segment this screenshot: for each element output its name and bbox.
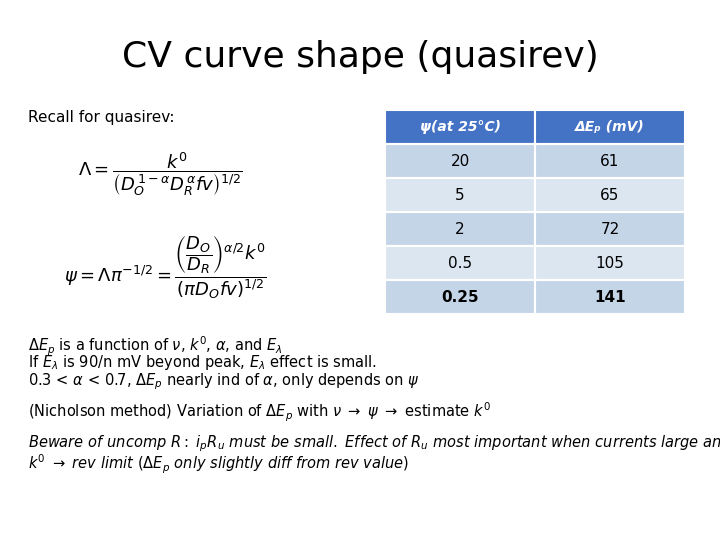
Polygon shape — [385, 280, 535, 314]
Polygon shape — [535, 178, 685, 212]
Text: $\it{Beware\ of\ uncomp\ R:\ i_p R_u\ must\ be\ small.\ Effect\ of\ R_u\ most\ i: $\it{Beware\ of\ uncomp\ R:\ i_p R_u\ mu… — [28, 433, 720, 454]
Text: 105: 105 — [595, 255, 624, 271]
Polygon shape — [385, 110, 535, 144]
Polygon shape — [535, 144, 685, 178]
Text: 20: 20 — [451, 153, 469, 168]
Text: (Nicholson method) Variation of $\Delta E_p$ with $\nu$ $\rightarrow$ $\psi$ $\r: (Nicholson method) Variation of $\Delta … — [28, 401, 491, 424]
Polygon shape — [385, 246, 535, 280]
Text: $\Delta E_p$ is a function of $\nu$, $k^0$, $\alpha$, and $E_\lambda$: $\Delta E_p$ is a function of $\nu$, $k^… — [28, 335, 283, 359]
Text: CV curve shape (quasirev): CV curve shape (quasirev) — [122, 40, 598, 74]
Polygon shape — [385, 212, 535, 246]
Text: 61: 61 — [600, 153, 620, 168]
Text: 5: 5 — [455, 187, 465, 202]
Text: 0.25: 0.25 — [441, 289, 479, 305]
Polygon shape — [535, 246, 685, 280]
Text: $\Lambda = \dfrac{k^0}{\left(D_O^{\,1-\alpha}D_R^{\,\alpha}fv\right)^{1/2}}$: $\Lambda = \dfrac{k^0}{\left(D_O^{\,1-\a… — [78, 150, 243, 198]
Text: 141: 141 — [594, 289, 626, 305]
Polygon shape — [385, 144, 535, 178]
Text: Recall for quasirev:: Recall for quasirev: — [28, 110, 174, 125]
Polygon shape — [535, 110, 685, 144]
Text: 65: 65 — [600, 187, 620, 202]
Polygon shape — [535, 212, 685, 246]
Text: 0.3 < $\alpha$ < 0.7, $\Delta E_p$ nearly ind of $\alpha$, only depends on $\psi: 0.3 < $\alpha$ < 0.7, $\Delta E_p$ nearl… — [28, 371, 420, 392]
Text: ψ(at 25°C): ψ(at 25°C) — [420, 120, 500, 134]
Text: ΔEₚ (mV): ΔEₚ (mV) — [575, 120, 645, 134]
Text: If $E_\lambda$ is 90/n mV beyond peak, $E_\lambda$ effect is small.: If $E_\lambda$ is 90/n mV beyond peak, $… — [28, 353, 377, 372]
Text: 0.5: 0.5 — [448, 255, 472, 271]
Text: $\it{k^0}$ $\it{\rightarrow}$ $\it{rev\ limit\ (\Delta E_p\ only\ slightly\ diff: $\it{k^0}$ $\it{\rightarrow}$ $\it{rev\ … — [28, 453, 409, 476]
Text: 2: 2 — [455, 221, 465, 237]
Text: 72: 72 — [600, 221, 620, 237]
Polygon shape — [535, 280, 685, 314]
Text: $\psi = \Lambda\pi^{-1/2} = \dfrac{\left(\dfrac{D_O}{D_R}\right)^{\alpha/2}k^0}{: $\psi = \Lambda\pi^{-1/2} = \dfrac{\left… — [63, 235, 266, 301]
Polygon shape — [385, 178, 535, 212]
